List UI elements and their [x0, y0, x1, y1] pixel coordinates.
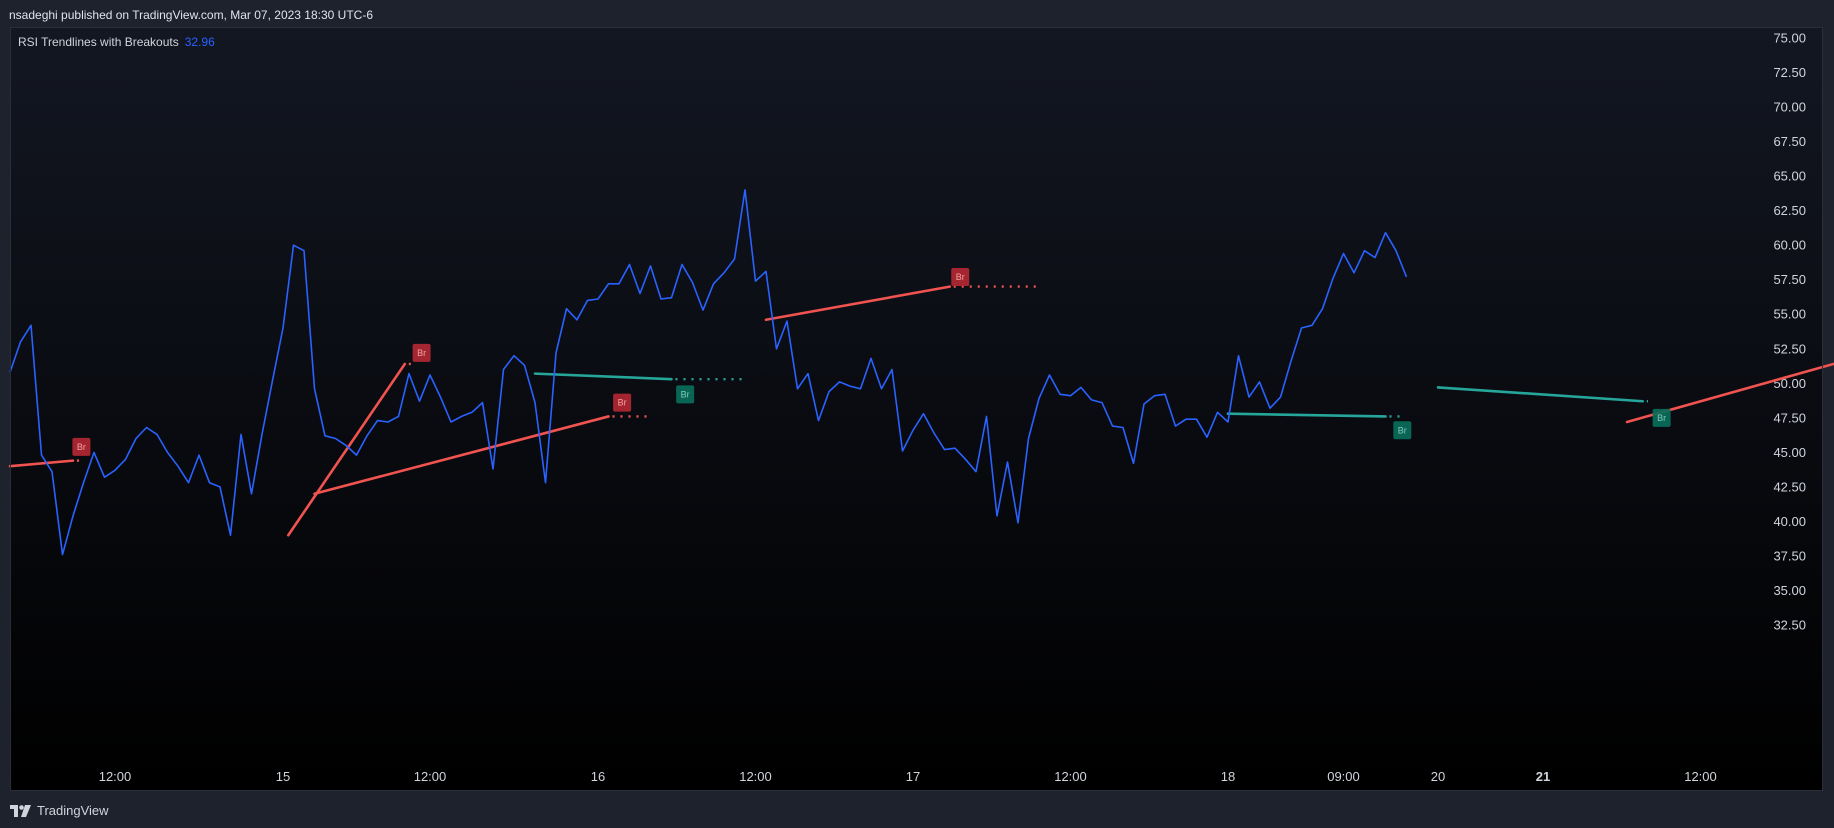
breakout-label: Br — [956, 272, 965, 282]
bear-breakout-marker: Br — [951, 267, 970, 286]
brand-name: TradingView — [37, 803, 109, 818]
x-tick-label: 16 — [591, 769, 605, 784]
breakout-badge — [72, 437, 91, 456]
breakout-badge — [1652, 408, 1671, 427]
x-tick-label: 21 — [1536, 769, 1550, 784]
x-tick-label: 18 — [1221, 769, 1235, 784]
resistance-trendline — [533, 372, 673, 381]
x-tick-label: 15 — [276, 769, 290, 784]
x-tick-label: 12:00 — [414, 769, 447, 784]
breakout-label: Br — [681, 389, 690, 399]
top-bar — [0, 0, 1834, 28]
support-trendline — [8, 459, 75, 468]
support-trendline — [764, 285, 952, 322]
x-tick-label: 20 — [1431, 769, 1445, 784]
x-tick-label: 17 — [906, 769, 920, 784]
bear-breakout-marker: Br — [72, 437, 91, 456]
y-tick-label: 37.50 — [1773, 548, 1806, 563]
breakout-badge — [412, 343, 431, 362]
indicator-name: RSI Trendlines with Breakouts — [18, 35, 179, 49]
breakout-markers: Br Br Br Br Br Br Br — [72, 267, 1671, 456]
y-tick-label: 60.00 — [1773, 238, 1806, 253]
rsi-series-line — [9, 189, 1408, 556]
bull-breakout-marker: Br — [1652, 408, 1671, 427]
resistance-trendline — [1436, 386, 1645, 403]
breakout-label: Br — [417, 348, 426, 358]
x-tick-label: 12:00 — [739, 769, 772, 784]
y-tick-label: 75.00 — [1773, 31, 1806, 46]
publish-attribution: nsadeghi published on TradingView.com, M… — [9, 8, 374, 22]
chart-frame — [10, 27, 1823, 791]
y-tick-label: 70.00 — [1773, 100, 1806, 115]
x-tick-label: 12:00 — [99, 769, 132, 784]
y-tick-label: 55.00 — [1773, 307, 1806, 322]
brand-footer[interactable]: TradingView — [10, 803, 109, 818]
y-tick-label: 40.00 — [1773, 514, 1806, 529]
breakout-label: Br — [618, 398, 627, 408]
y-tick-label: 52.50 — [1773, 341, 1806, 356]
breakout-label: Br — [1657, 413, 1666, 423]
bottom-bar — [0, 793, 1834, 828]
y-tick-label: 42.50 — [1773, 479, 1806, 494]
y-tick-label: 45.00 — [1773, 445, 1806, 460]
y-axis: 75.00 72.50 70.00 67.50 65.00 62.50 60.00 57.50… — [1773, 31, 1806, 633]
resistance-trendline — [1226, 412, 1387, 418]
y-tick-label: 67.50 — [1773, 134, 1806, 149]
breakout-label: Br — [1398, 425, 1407, 435]
bull-breakout-marker: Br — [676, 385, 695, 404]
breakout-badge — [613, 393, 632, 412]
x-axis: 12:00 15 12:00 16 12:00 17 12:00 18 09:00 20 21 12:… — [99, 769, 1717, 784]
y-tick-label: 57.50 — [1773, 272, 1806, 287]
breakout-badge — [951, 267, 970, 286]
bear-breakout-marker: Br — [412, 343, 431, 362]
breakout-label: Br — [77, 442, 86, 452]
x-tick-label: 12:00 — [1684, 769, 1717, 784]
x-tick-label: 12:00 — [1054, 769, 1087, 784]
y-tick-label: 65.00 — [1773, 169, 1806, 184]
y-tick-label: 47.50 — [1773, 410, 1806, 425]
x-tick-label: 09:00 — [1327, 769, 1360, 784]
indicator-legend[interactable]: RSI Trendlines with Breakouts 32.96 — [18, 35, 215, 49]
bear-breakout-marker: Br — [613, 393, 632, 412]
bull-breakout-marker: Br — [1393, 421, 1412, 440]
y-tick-label: 62.50 — [1773, 203, 1806, 218]
y-tick-label: 72.50 — [1773, 65, 1806, 80]
support-trendline — [286, 362, 407, 537]
y-tick-label: 35.00 — [1773, 583, 1806, 598]
trendlines — [8, 285, 1834, 537]
y-tick-label: 32.50 — [1773, 618, 1806, 633]
support-trendline — [313, 415, 610, 496]
breakout-badge — [676, 385, 695, 404]
breakout-badge — [1393, 421, 1412, 440]
plot-background — [10, 27, 1823, 791]
indicator-value: 32.96 — [184, 35, 215, 49]
tradingview-logo-icon — [10, 804, 31, 817]
